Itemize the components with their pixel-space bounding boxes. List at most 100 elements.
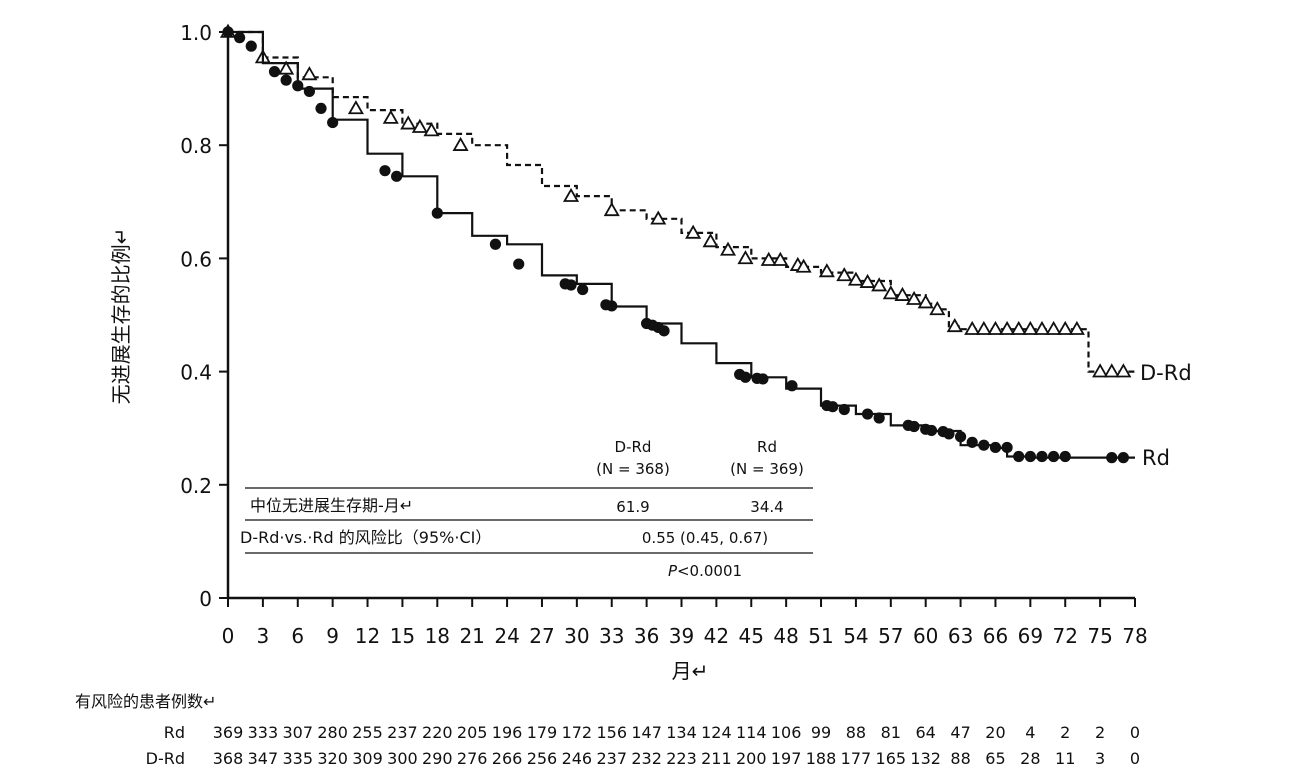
censor-mark-rd [1117, 452, 1129, 464]
censor-mark-d-rd [1068, 320, 1085, 335]
censor-mark-d-rd [1010, 320, 1027, 335]
x-tick-label: 60 [913, 624, 938, 648]
x-tick-label: 45 [739, 624, 764, 648]
risk-value-d-rd: 3 [1095, 749, 1105, 768]
risk-value-d-rd: 232 [631, 749, 662, 768]
risk-value-d-rd: 132 [910, 749, 941, 768]
censor-mark-rd [222, 26, 234, 38]
table-col-n-rd: (N = 369) [730, 460, 804, 478]
x-tick-label: 39 [669, 624, 694, 648]
y-tick-label: 0.4 [180, 361, 212, 385]
x-tick-label: 6 [291, 624, 304, 648]
risk-value-rd: 280 [317, 723, 348, 742]
risk-value-rd: 2 [1060, 723, 1070, 742]
risk-value-rd: 4 [1025, 723, 1035, 742]
censor-mark-d-rd [278, 60, 295, 75]
x-tick-label: 33 [599, 624, 624, 648]
censor-mark-d-rd [1045, 320, 1062, 335]
risk-value-d-rd: 347 [248, 749, 279, 768]
censor-mark-rd [1036, 450, 1048, 463]
x-tick-label: 12 [355, 624, 380, 648]
censor-mark-d-rd [423, 122, 440, 137]
risk-value-rd: 147 [631, 723, 662, 742]
x-tick-label: 48 [773, 624, 798, 648]
series-line-rd [228, 30, 1135, 459]
risk-value-d-rd: 188 [806, 749, 837, 768]
x-ticks: 0 3 6 9 12 15 18 21 24 27 30 33 36 39 42 45 48 51 54 57 60 63… [222, 598, 1148, 648]
table-col-n-drd: (N = 368) [596, 460, 670, 478]
censor-mark-rd [1106, 452, 1118, 464]
risk-value-rd: 114 [736, 723, 767, 742]
censor-mark-rd [245, 40, 257, 52]
censor-mark-d-rd [400, 115, 417, 130]
censor-mark-d-rd [411, 118, 428, 133]
y-tick-label: 0.8 [180, 134, 212, 158]
censor-mark-rd [1024, 450, 1036, 463]
y-axis: 0 0.2 0.4 0.6 0.8 1.0 [180, 21, 230, 611]
censor-mark-d-rd [1092, 363, 1109, 378]
x-tick-label: 15 [390, 624, 415, 648]
censor-mark-rd [861, 408, 874, 420]
risk-table-title: 有风险的患者例数↵ [75, 692, 216, 711]
series-end-label-drd: D-Rd [1140, 361, 1192, 385]
risk-value-d-rd: 276 [457, 749, 488, 768]
censor-mark-rd [268, 66, 281, 78]
x-tick-label: 30 [564, 624, 589, 648]
risk-value-d-rd: 65 [985, 749, 1005, 768]
censor-mark-d-rd [906, 290, 923, 305]
risk-value-d-rd: 200 [736, 749, 767, 768]
y-ticks: 0 0.2 0.4 0.6 0.8 1.0 [180, 21, 228, 611]
risk-value-d-rd: 223 [666, 749, 697, 768]
censor-mark-d-rd [737, 250, 754, 265]
x-tick-label: 69 [1018, 624, 1043, 648]
censor-mark-d-rd [772, 251, 789, 266]
risk-value-rd: 2 [1095, 723, 1105, 742]
risk-values: 369 333 307 280 255 237 220 205 196 179 172 156 147 1… [213, 723, 1140, 768]
censor-mark-rd [838, 403, 850, 416]
table-p-rest: <0.0001 [677, 562, 742, 580]
censor-mark-rd [786, 380, 798, 392]
x-axis: 0 3 6 9 12 15 18 21 24 27 30 33 36 39 42 45 48 51 54 57 60 63… [222, 596, 1148, 648]
censor-mark-rd [513, 258, 525, 270]
series-line-d-rd [228, 30, 1135, 373]
censor-mark-d-rd [702, 233, 719, 248]
risk-value-d-rd: 266 [492, 749, 523, 768]
censor-mark-d-rd [347, 100, 364, 115]
censor-mark-rd [658, 325, 670, 337]
y-axis-title: 无进展生存的比例↵ [109, 228, 133, 405]
censor-mark-d-rd [871, 277, 888, 292]
risk-row-label-drd: D-Rd [146, 749, 185, 768]
risk-value-d-rd: 211 [701, 749, 732, 768]
table-p-italic: P [668, 562, 678, 580]
censor-mark-rd [292, 80, 304, 92]
risk-value-rd: 179 [527, 723, 558, 742]
risk-value-rd: 156 [596, 723, 627, 742]
censor-mark-d-rd [650, 210, 667, 225]
censor-mark-rd [303, 85, 315, 98]
x-tick-label: 63 [948, 624, 973, 648]
censor-mark-rd [925, 424, 938, 437]
x-tick-label: 42 [704, 624, 729, 648]
censor-mark-rd [954, 431, 967, 443]
censor-mark-rd [1059, 450, 1071, 463]
censor-mark-d-rd [999, 320, 1016, 335]
risk-value-rd: 220 [422, 723, 453, 742]
x-tick-label: 18 [425, 624, 450, 648]
x-tick-label: 21 [459, 624, 484, 648]
risk-value-d-rd: 335 [282, 749, 313, 768]
risk-value-d-rd: 309 [352, 749, 383, 768]
censor-mark-d-rd [836, 267, 853, 282]
x-axis-title: 月↵ [672, 659, 709, 683]
series-layer [219, 23, 1135, 464]
y-tick-label: 0.6 [180, 247, 212, 271]
table-row-label-hazard-ratio: D-Rd·vs.·Rd 的风险比（95%·CI） [240, 528, 491, 547]
censor-mark-d-rd [818, 263, 835, 278]
risk-value-rd: 64 [916, 723, 936, 742]
table-value-median-rd: 34.4 [750, 498, 783, 516]
series-end-label-rd: Rd [1142, 446, 1170, 470]
risk-value-d-rd: 28 [1020, 749, 1040, 768]
x-tick-label: 0 [222, 624, 235, 648]
x-tick-label: 78 [1122, 624, 1147, 648]
risk-value-d-rd: 256 [527, 749, 558, 768]
censor-mark-d-rd [987, 320, 1004, 335]
